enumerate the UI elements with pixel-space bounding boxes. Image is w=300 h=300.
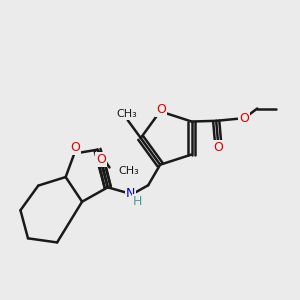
Text: O: O [214,141,224,154]
Text: O: O [96,153,106,167]
Text: CH₃: CH₃ [116,109,137,119]
Text: N: N [126,187,135,200]
Text: O: O [70,141,80,154]
Text: CH₃: CH₃ [118,166,139,176]
Text: H: H [133,195,142,208]
Text: O: O [156,103,166,116]
Text: O: O [239,112,249,125]
